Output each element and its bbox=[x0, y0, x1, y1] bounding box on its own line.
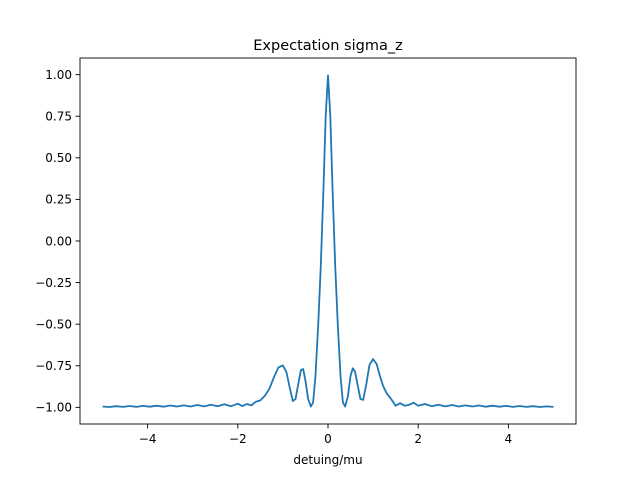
y-tick-label: −0.50 bbox=[35, 317, 72, 331]
y-tick-label: 0.25 bbox=[45, 193, 72, 207]
x-tick-label: −2 bbox=[229, 432, 247, 446]
sigma-z-series-line bbox=[102, 74, 554, 408]
y-axis-ticks: 1.00 0.75 0.50 0.25 0.00 −0.25 −0.50 −0.75 −1.00 bbox=[35, 68, 80, 415]
x-tick-label: 2 bbox=[414, 432, 422, 446]
x-axis-ticks: −4 −2 0 2 4 bbox=[139, 424, 512, 446]
y-tick-label: 1.00 bbox=[45, 68, 72, 82]
y-tick-label: −1.00 bbox=[35, 401, 72, 415]
x-tick-label: 0 bbox=[324, 432, 332, 446]
y-tick-label: 0.75 bbox=[45, 110, 72, 124]
plot-area-frame bbox=[79, 57, 577, 425]
x-tick-label: −4 bbox=[139, 432, 157, 446]
chart-title: Expectation sigma_z bbox=[253, 38, 402, 54]
x-axis-label: detuing/mu bbox=[293, 453, 362, 467]
y-tick-label: −0.75 bbox=[35, 359, 72, 373]
y-tick-label: 0.50 bbox=[45, 151, 72, 165]
y-tick-label: 0.00 bbox=[45, 234, 72, 248]
x-tick-label: 4 bbox=[505, 432, 513, 446]
y-tick-label: −0.25 bbox=[35, 276, 72, 290]
